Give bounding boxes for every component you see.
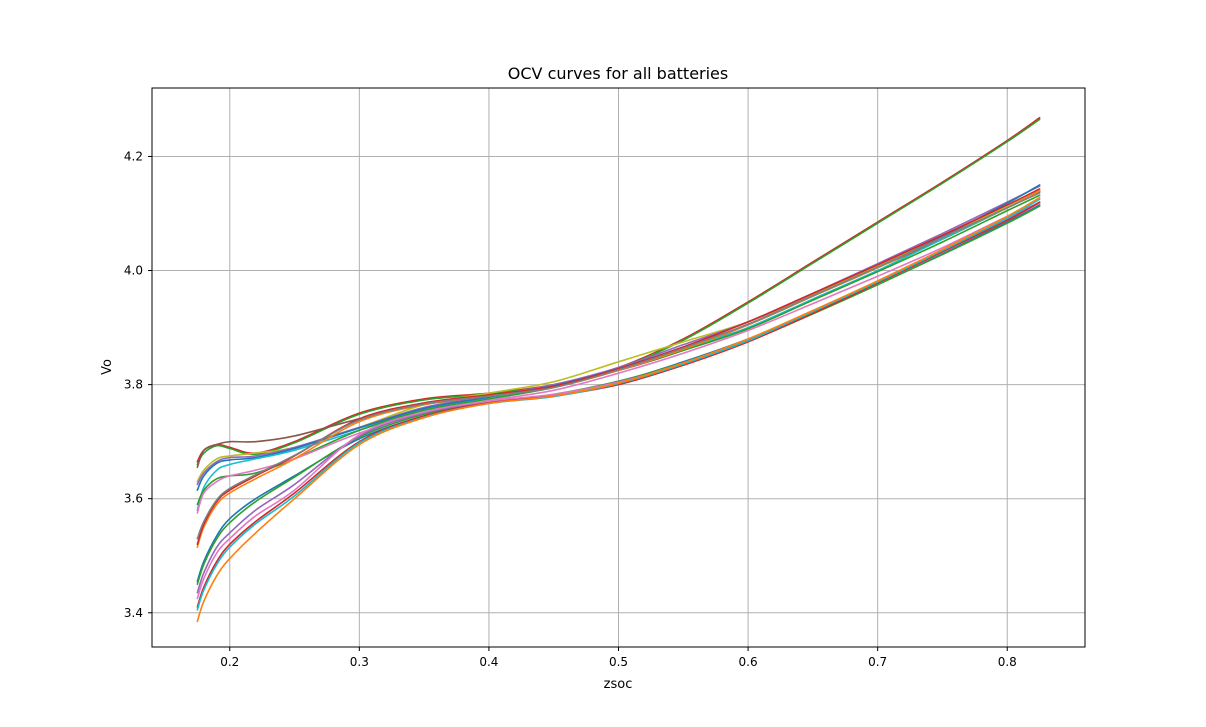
series-line-12 [196,192,1041,540]
y-tick-label: 4.2 [124,149,143,163]
y-tick-label: 4.0 [124,264,143,278]
x-axis-label: zsoc [604,677,633,692]
chart-title: OCV curves for all batteries [508,64,728,83]
y-tick-label: 3.8 [124,378,143,392]
series-line-4 [196,189,1041,483]
series-line-5 [196,185,1041,486]
x-tick-label: 0.6 [739,655,758,669]
axis-ticks: 0.2 0.3 0.4 0.5 0.6 0.7 0.8 3.4 3.6 3.8 4.0 4.2 [124,149,1017,669]
y-tick-label: 3.4 [124,606,143,620]
series-line-9 [196,202,1041,514]
x-tick-label: 0.4 [479,655,498,669]
x-tick-label: 0.7 [868,655,887,669]
x-tick-label: 0.3 [350,655,369,669]
x-tick-label: 0.2 [220,655,239,669]
y-tick-label: 3.6 [124,492,143,506]
grid-lines [152,88,1085,647]
x-tick-label: 0.5 [609,655,628,669]
series-line-11 [196,188,1041,546]
series-group [196,116,1041,623]
y-axis-label: Vo [100,359,115,375]
x-tick-label: 0.8 [998,655,1017,669]
series-line-19 [196,196,1041,623]
